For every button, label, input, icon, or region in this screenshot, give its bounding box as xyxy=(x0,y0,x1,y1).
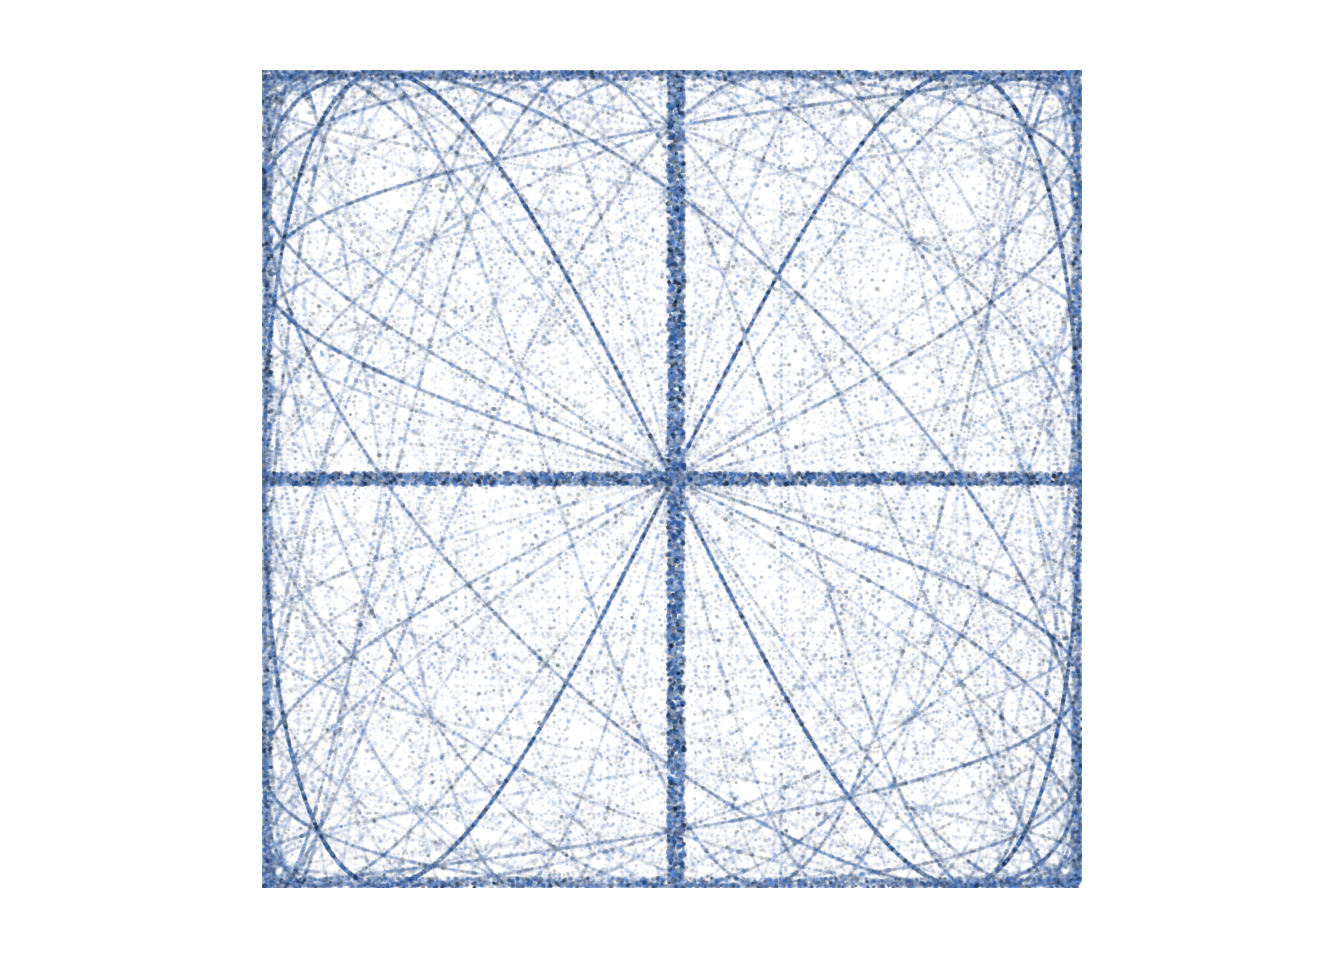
artwork-frame xyxy=(262,70,1082,888)
lissajous-dot-artwork xyxy=(262,70,1082,888)
